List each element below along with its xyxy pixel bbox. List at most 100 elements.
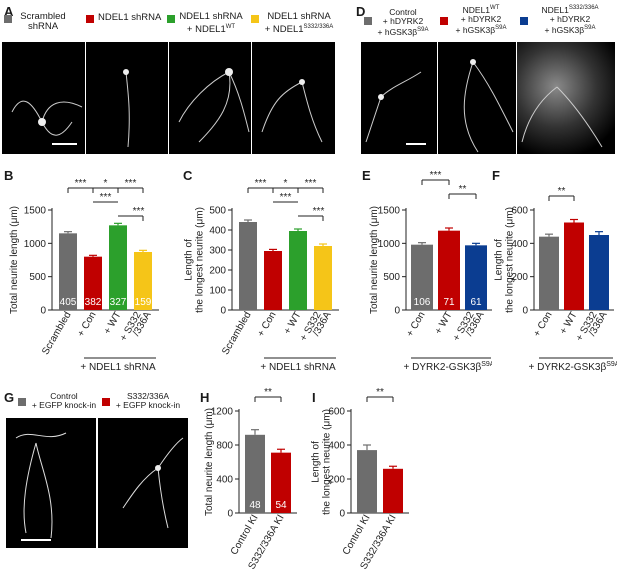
sig-label: *** [75, 178, 87, 189]
x-tick-label: + Con [405, 310, 428, 339]
y-tick-label: 500 [209, 206, 226, 217]
legend-line: + hDYRK2 [460, 13, 502, 24]
group-label: + DYRK2-GSK3βS9A [404, 361, 492, 373]
chart-b: 0 500 1000 1500 Total neurite length (μm) 405… [9, 178, 159, 373]
y-axis-label: the longest neurite (μm) [195, 207, 206, 313]
micrograph-s332-ki [98, 418, 188, 548]
y-tick-label: 500 [383, 272, 400, 283]
legend-line: + EGFP knock-in [31, 400, 97, 410]
legend-line: + hGSK3βS9A [544, 24, 596, 35]
y-tick-label: 0 [220, 306, 226, 317]
y-axis-label: the longest neurite (μm) [322, 409, 333, 515]
legend-label-ndel1s332-dyrk2: NDEL1S332/336A + hDYRK2 + hGSK3βS9A [528, 4, 612, 35]
bar-1 [383, 468, 403, 513]
panel-letter-a: A [4, 4, 14, 19]
legend-line: + NDEL1WT [186, 24, 236, 36]
legend-label-control-ki: Control + EGFP knock-in [28, 392, 100, 410]
legend-swatch-scrambled [4, 15, 12, 23]
legend-line: NDEL1S332/336A [541, 4, 599, 15]
legend-label-ndel1-wt: NDEL1 shRNA + NDEL1WT [178, 12, 244, 35]
micrograph-ndel1wt-dyrk2 [438, 42, 516, 154]
y-tick-label: 0 [227, 509, 233, 520]
micrograph-ndel1s332-dyrk2 [517, 42, 615, 154]
sig-label: *** [255, 178, 267, 189]
n-label: 159 [135, 297, 152, 308]
y-axis-label: Total neurite length (μm) [369, 206, 380, 314]
bar-1 [264, 251, 282, 310]
chart-f: 0 200 400 600 Length of the longest neurite (… [494, 186, 617, 373]
sig-label: *** [125, 178, 137, 189]
n-label: 106 [414, 297, 431, 308]
y-tick-label: 800 [216, 441, 233, 452]
legend-line: shRNA [27, 21, 59, 32]
panel-letter-c: C [183, 168, 193, 183]
n-label: 54 [275, 500, 287, 511]
y-axis-label: Total neurite length (μm) [9, 206, 20, 314]
x-tick-label: + Con [76, 310, 99, 339]
y-axis-label: the longest neurite (μm) [505, 207, 516, 313]
sig-label: * [284, 178, 288, 189]
bar-0 [411, 244, 433, 310]
sig-label: *** [305, 178, 317, 189]
legend-line: + hGSK3βS9A [377, 26, 429, 37]
y-tick-label: 300 [209, 246, 226, 257]
group-label: + DYRK2-GSK3βS9A [529, 361, 617, 373]
panel-letter-g: G [4, 390, 15, 405]
panel-letter-f: F [492, 168, 500, 183]
n-label: 382 [85, 297, 102, 308]
sig-label: ** [558, 186, 566, 197]
sig-label: ** [459, 184, 467, 195]
micrograph-ndel1-shrna [86, 42, 168, 154]
legend-line: Control [50, 391, 78, 401]
sig-label: *** [313, 206, 325, 217]
legend-line: + hDYRK2 [549, 13, 591, 24]
group-label: + NDEL1 shRNA [80, 362, 156, 373]
legend-swatch-s332-ki [102, 398, 110, 406]
y-tick-label: 400 [511, 239, 528, 250]
legend-line: Scrambled [20, 11, 66, 22]
micrograph-ndel1-s332 [252, 42, 335, 154]
sig-label: *** [100, 192, 112, 203]
legend-label-ndel1-s332: NDEL1 shRNA + NDEL1S332/336A [262, 12, 336, 35]
legend-swatch-ndel1-s332 [251, 15, 259, 23]
bar-2 [289, 231, 307, 310]
panel-letter-h: H [200, 390, 210, 405]
micrograph-control-dyrk2 [361, 42, 437, 154]
y-tick-label: 400 [328, 441, 345, 452]
panel-letter-d: D [356, 4, 366, 19]
sig-label: *** [280, 192, 292, 203]
micrograph-control-ki [6, 418, 96, 548]
y-tick-label: 1000 [378, 239, 401, 250]
y-tick-label: 200 [511, 272, 528, 283]
x-tick-label: + WT [433, 310, 455, 336]
bar-2 [109, 225, 127, 310]
group-label: + NDEL1 shRNA [260, 362, 336, 373]
legend-swatch-ndel1wt-dyrk2 [440, 17, 448, 25]
y-tick-label: 0 [339, 509, 345, 520]
legend-swatch-control [364, 17, 372, 25]
legend-swatch-control-ki [18, 398, 26, 406]
bar-0 [59, 233, 77, 310]
legend-line: + NDEL1S332/336A [264, 24, 334, 36]
x-tick-label: Scrambled [220, 310, 253, 357]
y-tick-label: 400 [216, 475, 233, 486]
legend-label-scrambled: Scrambled shRNA [14, 12, 72, 32]
panel-letter-i: I [312, 390, 316, 405]
bar-2 [465, 245, 487, 310]
y-tick-label: 100 [209, 286, 226, 297]
legend-swatch-ndel1s332-dyrk2 [520, 17, 528, 25]
y-axis-label: Length of [184, 239, 195, 281]
legend-label-s332-ki: S332/336A + EGFP knock-in [112, 392, 184, 410]
legend-line: NDEL1WT [462, 4, 500, 15]
n-label: 71 [443, 297, 455, 308]
legend-label-control: Control + hDYRK2 + hGSK3βS9A [372, 8, 434, 37]
legend-line: NDEL1 shRNA [179, 11, 243, 22]
panel-letter-b: B [4, 168, 14, 183]
bar-0 [239, 222, 257, 310]
legend-swatch-ndel1-wt [167, 15, 175, 23]
sig-label: ** [264, 387, 272, 398]
y-tick-label: 0 [394, 306, 400, 317]
y-tick-label: 400 [209, 226, 226, 237]
bar-1 [84, 256, 102, 310]
